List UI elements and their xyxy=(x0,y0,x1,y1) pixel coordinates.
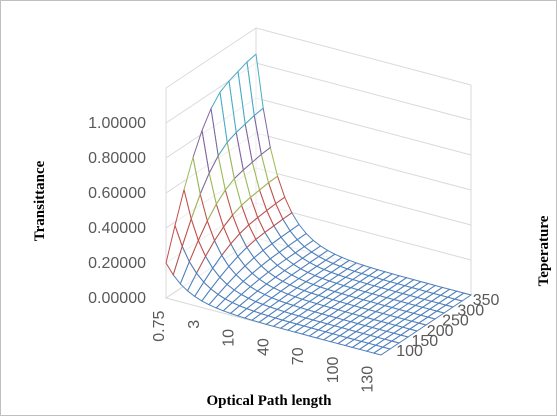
z-tick-label: 100 xyxy=(396,343,423,360)
y-axis-title: Transittance xyxy=(32,160,48,241)
z-axis-title: Teperature xyxy=(536,215,552,286)
x-tick-label: 130 xyxy=(360,366,377,393)
x-tick-label: 10 xyxy=(221,329,238,347)
x-tick-label: 40 xyxy=(255,338,272,356)
z-tick-label: 200 xyxy=(427,323,454,340)
z-tick-label: 300 xyxy=(457,302,484,319)
x-tick-label: 0.75 xyxy=(151,310,168,341)
z-tick-label: 150 xyxy=(412,333,439,350)
y-tick-label: 0.60000 xyxy=(88,185,146,202)
y-tick-label: 1.00000 xyxy=(88,115,146,132)
x-tick-label: 70 xyxy=(290,347,307,365)
x-axis-ticks: 0.75 3 10 40 70 100 130 xyxy=(151,310,377,392)
y-axis-ticks: 0.00000 0.20000 0.40000 0.60000 0.80000 1.000… xyxy=(88,115,146,307)
y-tick-label: 0.40000 xyxy=(88,220,146,237)
x-tick-label: 100 xyxy=(325,357,342,384)
y-tick-label: 0.80000 xyxy=(88,150,146,167)
x-axis-title: Optical Path length xyxy=(206,393,332,409)
surface-patch xyxy=(165,223,183,276)
gridline-top xyxy=(165,27,472,89)
x-tick-label: 3 xyxy=(186,320,203,329)
y-tick-label: 0.00000 xyxy=(88,290,146,307)
z-tick-label: 250 xyxy=(442,313,469,330)
y-tick-label: 0.20000 xyxy=(88,255,146,272)
z-tick-label: 350 xyxy=(473,292,500,309)
surface-mesh xyxy=(165,53,473,356)
